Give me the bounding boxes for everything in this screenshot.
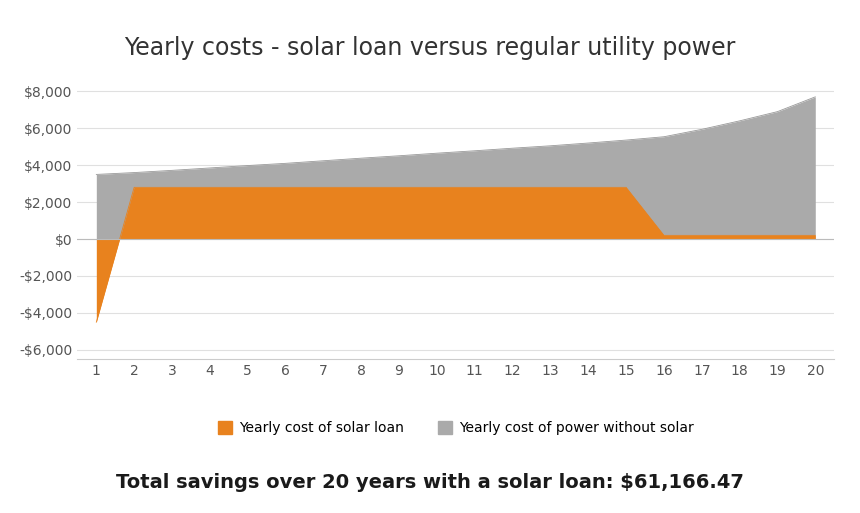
- Text: Total savings over 20 years with a solar loan: $61,166.47: Total savings over 20 years with a solar…: [116, 473, 744, 492]
- Text: Yearly costs - solar loan versus regular utility power: Yearly costs - solar loan versus regular…: [125, 36, 735, 60]
- Legend: Yearly cost of solar loan, Yearly cost of power without solar: Yearly cost of solar loan, Yearly cost o…: [212, 416, 699, 441]
